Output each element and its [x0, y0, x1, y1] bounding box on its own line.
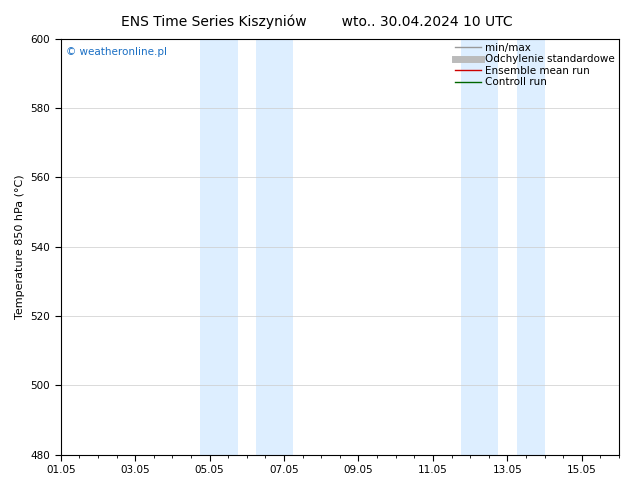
Text: ENS Time Series Kiszyniów        wto.. 30.04.2024 10 UTC: ENS Time Series Kiszyniów wto.. 30.04.20… [121, 15, 513, 29]
Y-axis label: Temperature 850 hPa (°C): Temperature 850 hPa (°C) [15, 174, 25, 319]
Text: © weatheronline.pl: © weatheronline.pl [67, 47, 167, 57]
Bar [517, 39, 545, 455]
Bar [256, 39, 294, 455]
Bar [200, 39, 238, 455]
Bar [461, 39, 498, 455]
Legend: min/max, Odchylenie standardowe, Ensemble mean run, Controll run: min/max, Odchylenie standardowe, Ensembl… [453, 41, 617, 90]
